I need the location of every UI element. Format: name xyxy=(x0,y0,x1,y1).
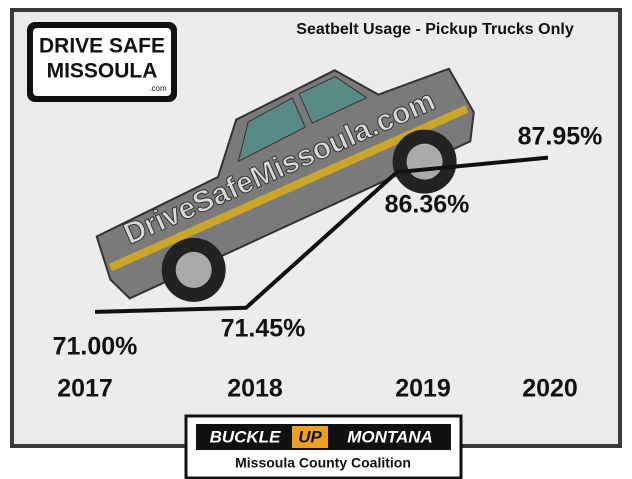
infographic: DRIVE SAFE MISSOULA .com Seatbelt Usage … xyxy=(0,0,632,479)
footer-montana: MONTANA xyxy=(347,427,433,446)
x-tick-label: 2017 xyxy=(57,375,113,403)
value-label: 71.45% xyxy=(221,314,306,342)
logo: DRIVE SAFE MISSOULA .com xyxy=(27,22,177,102)
logo-line1: DRIVE SAFE xyxy=(39,35,165,58)
value-label: 87.95% xyxy=(518,122,603,150)
footer-logo: BUCKLE UP MONTANA Missoula County Coalit… xyxy=(186,416,461,478)
value-label: 86.36% xyxy=(385,191,470,219)
x-tick-label: 2018 xyxy=(227,375,283,403)
x-tick-label: 2019 xyxy=(395,375,451,403)
value-label: 71.00% xyxy=(53,333,138,361)
footer-coalition: Missoula County Coalition xyxy=(235,455,411,471)
footer-buckle: BUCKLE xyxy=(210,427,281,446)
chart-title: Seatbelt Usage - Pickup Trucks Only xyxy=(296,21,574,38)
logo-suffix: .com xyxy=(149,84,167,93)
footer-up: UP xyxy=(298,427,322,446)
x-tick-label: 2020 xyxy=(522,375,578,403)
page: {"logo": {"line1": "DRIVE SAFE", "line2"… xyxy=(0,0,632,479)
logo-line2: MISSOULA xyxy=(47,60,158,83)
